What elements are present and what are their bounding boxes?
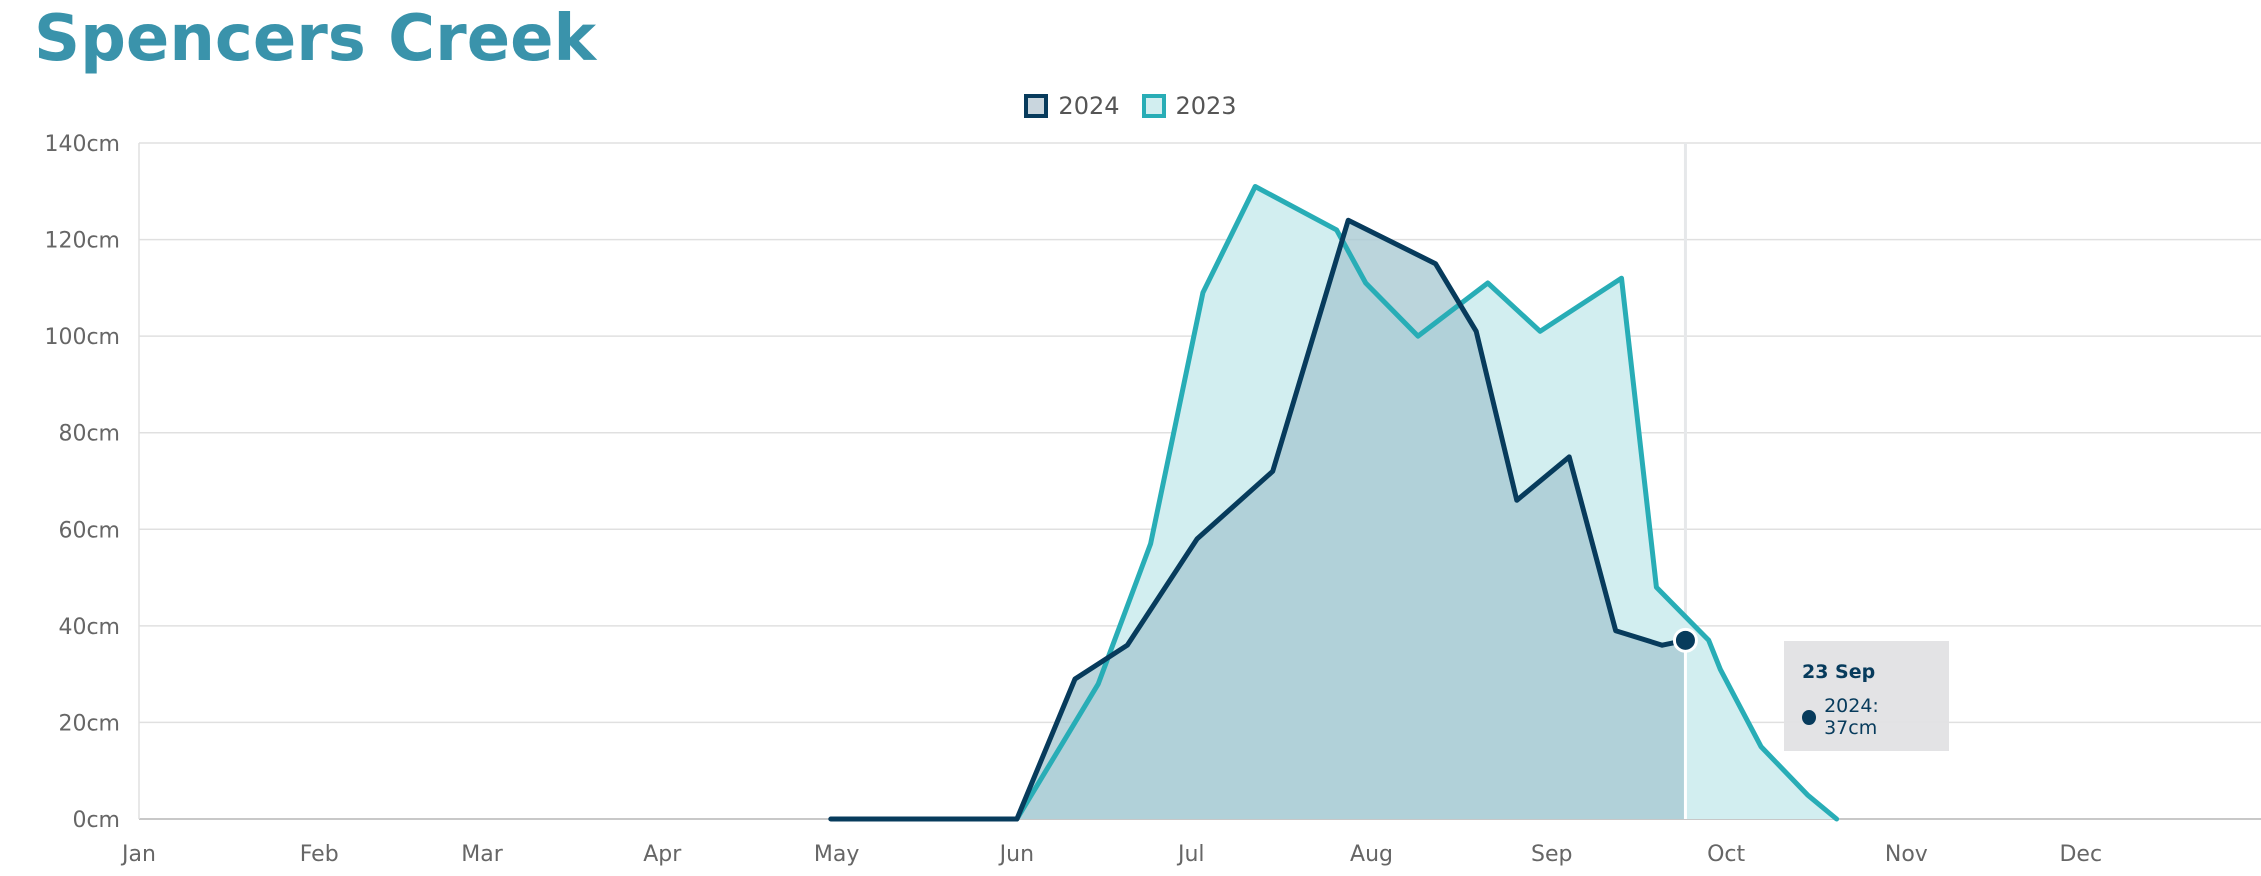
y-tick-label: 20cm bbox=[58, 711, 120, 736]
x-tick-label: Sep bbox=[1531, 842, 1572, 867]
tooltip-value: 2024: 37cm bbox=[1824, 695, 1879, 739]
y-tick-label: 80cm bbox=[58, 422, 120, 447]
line-2024 bbox=[828, 217, 1688, 822]
x-tick-label: Nov bbox=[1885, 842, 1928, 867]
x-tick-label: Mar bbox=[461, 842, 503, 867]
chart-legend: 2024 2023 bbox=[0, 92, 2261, 120]
x-tick-label: Aug bbox=[1350, 842, 1393, 867]
x-tick-label: May bbox=[814, 842, 859, 867]
area-2024 bbox=[830, 220, 1686, 820]
y-tick-label: 120cm bbox=[44, 229, 120, 254]
y-tick-label: 60cm bbox=[58, 518, 120, 543]
page-title: Spencers Creek bbox=[34, 2, 597, 76]
tooltip-row: 2024: 37cm bbox=[1802, 695, 1931, 739]
line-2023 bbox=[1014, 184, 1840, 822]
legend-swatch-2023 bbox=[1141, 94, 1166, 118]
tooltip-series-dot bbox=[1802, 709, 1817, 725]
y-tick-label: 100cm bbox=[44, 325, 120, 350]
y-axis-labels: 0cm 20cm 40cm 60cm 80cm 100cm 120cm 140cm bbox=[44, 132, 120, 833]
x-tick-label: Dec bbox=[2059, 842, 2102, 867]
x-tick-label: Jun bbox=[998, 842, 1034, 867]
legend-item-2023[interactable]: 2023 bbox=[1141, 92, 1237, 120]
y-tick-label: 0cm bbox=[72, 808, 120, 833]
series-areas bbox=[830, 186, 1837, 820]
x-tick-label: Apr bbox=[643, 842, 682, 867]
hover-indicator bbox=[1672, 627, 1698, 819]
y-tick-label: 140cm bbox=[44, 132, 120, 157]
x-tick-label: Jul bbox=[1176, 842, 1205, 867]
series-lines bbox=[828, 184, 1840, 822]
x-tick-label: Feb bbox=[300, 842, 339, 867]
tooltip-date: 23 Sep bbox=[1802, 661, 1876, 683]
legend-swatch-2024 bbox=[1024, 94, 1049, 118]
legend-label-2023: 2023 bbox=[1175, 92, 1237, 120]
y-tick-label: 40cm bbox=[58, 615, 120, 640]
chart-tooltip: 23 Sep 2024: 37cm bbox=[1784, 641, 1949, 751]
legend-item-2024[interactable]: 2024 bbox=[1024, 92, 1120, 120]
x-tick-label: Jan bbox=[120, 842, 156, 867]
legend-label-2024: 2024 bbox=[1058, 92, 1120, 120]
hover-point bbox=[1672, 627, 1698, 653]
x-tick-label: Oct bbox=[1707, 842, 1745, 867]
x-axis-labels: Jan Feb Mar Apr May Jun Jul Aug Sep Oct Nov Dec bbox=[120, 842, 2102, 867]
